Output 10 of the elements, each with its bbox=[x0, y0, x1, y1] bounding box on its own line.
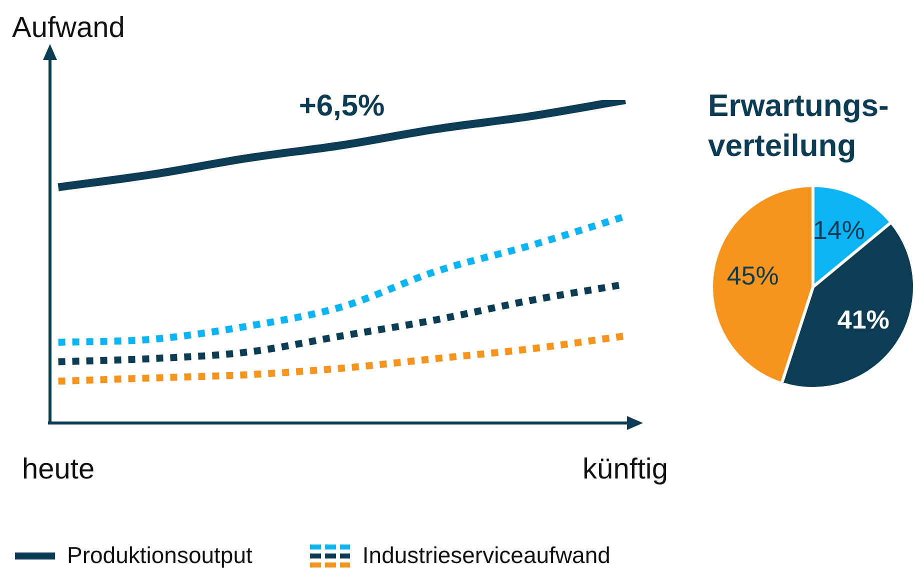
data-label: 45% bbox=[726, 260, 779, 291]
annotation: +6,5% bbox=[298, 90, 385, 123]
data-label: 14% bbox=[812, 215, 865, 246]
legend-label: Produktionsoutput bbox=[67, 542, 252, 569]
chart-title: Erwartungs- verteilung bbox=[708, 87, 889, 165]
x-tick-label: künftig bbox=[582, 454, 668, 486]
y-axis-title: Aufwand bbox=[12, 12, 125, 45]
x-tick-label: heute bbox=[22, 454, 95, 486]
legend-label: Industrieserviceaufwand bbox=[362, 542, 610, 569]
data-label: 41% bbox=[837, 304, 890, 334]
